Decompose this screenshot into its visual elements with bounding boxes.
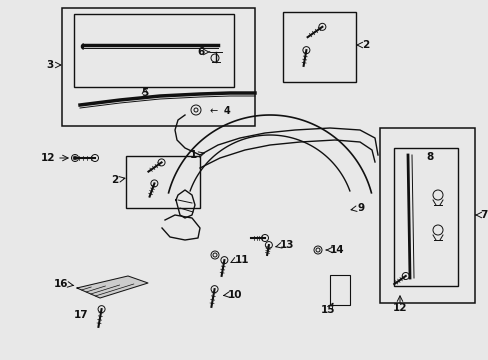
Bar [379, 128, 474, 303]
Bar [329, 275, 349, 305]
Polygon shape [77, 276, 148, 298]
Text: 5: 5 [141, 88, 148, 98]
Text: 3: 3 [47, 60, 54, 70]
Bar [283, 12, 355, 82]
Text: 11: 11 [235, 255, 249, 265]
Text: 2: 2 [110, 175, 118, 185]
Bar [126, 156, 200, 208]
Text: 17: 17 [73, 310, 88, 320]
Text: 14: 14 [329, 245, 344, 255]
Text: 9: 9 [357, 203, 365, 213]
Text: 1: 1 [189, 150, 197, 160]
Text: 12: 12 [41, 153, 55, 163]
Text: 10: 10 [227, 290, 242, 300]
Text: 7: 7 [479, 210, 487, 220]
Text: 12: 12 [392, 303, 407, 313]
Text: $\leftarrow$ 4: $\leftarrow$ 4 [207, 104, 231, 116]
Text: 15: 15 [320, 305, 335, 315]
Text: 6: 6 [197, 47, 204, 57]
Bar [62, 8, 254, 126]
Text: 13: 13 [280, 240, 294, 250]
Text: 8: 8 [426, 152, 433, 162]
Bar [74, 14, 234, 87]
Text: 2: 2 [361, 40, 368, 50]
Text: 16: 16 [53, 279, 68, 289]
Bar [393, 148, 457, 286]
